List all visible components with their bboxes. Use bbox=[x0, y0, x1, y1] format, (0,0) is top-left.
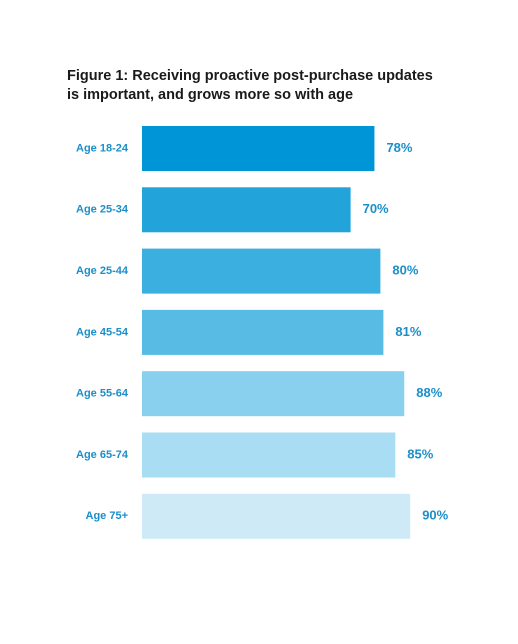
chart-title-line-1: Figure 1: Receiving proactive post-purch… bbox=[67, 68, 433, 84]
value-label: 70% bbox=[363, 201, 389, 216]
chart-title: Figure 1: Receiving proactive post-purch… bbox=[67, 67, 487, 105]
value-label: 85% bbox=[407, 446, 433, 461]
value-label: 80% bbox=[392, 263, 418, 278]
value-label: 78% bbox=[386, 140, 412, 155]
bar-age-75- bbox=[142, 493, 411, 539]
value-label: 81% bbox=[395, 324, 421, 339]
chart-title-line-2: is important, and grows more so with age bbox=[67, 87, 354, 103]
category-label: Age 18-24 bbox=[76, 142, 129, 154]
bar-age-25-44 bbox=[142, 248, 381, 294]
category-label: Age 65-74 bbox=[76, 449, 129, 461]
category-label: Age 75+ bbox=[86, 510, 129, 522]
value-label: 90% bbox=[422, 508, 448, 523]
category-label: Age 55-64 bbox=[76, 388, 129, 400]
bar-age-45-54 bbox=[142, 309, 384, 355]
bar-age-18-24 bbox=[142, 126, 375, 171]
category-label: Age 25-34 bbox=[76, 204, 129, 216]
bar-age-65-74 bbox=[142, 432, 396, 478]
value-label: 88% bbox=[416, 385, 442, 400]
category-label: Age 25-44 bbox=[76, 265, 129, 277]
bar-age-55-64 bbox=[142, 371, 405, 417]
bar-age-25-34 bbox=[142, 187, 351, 233]
category-label: Age 45-54 bbox=[76, 326, 129, 338]
